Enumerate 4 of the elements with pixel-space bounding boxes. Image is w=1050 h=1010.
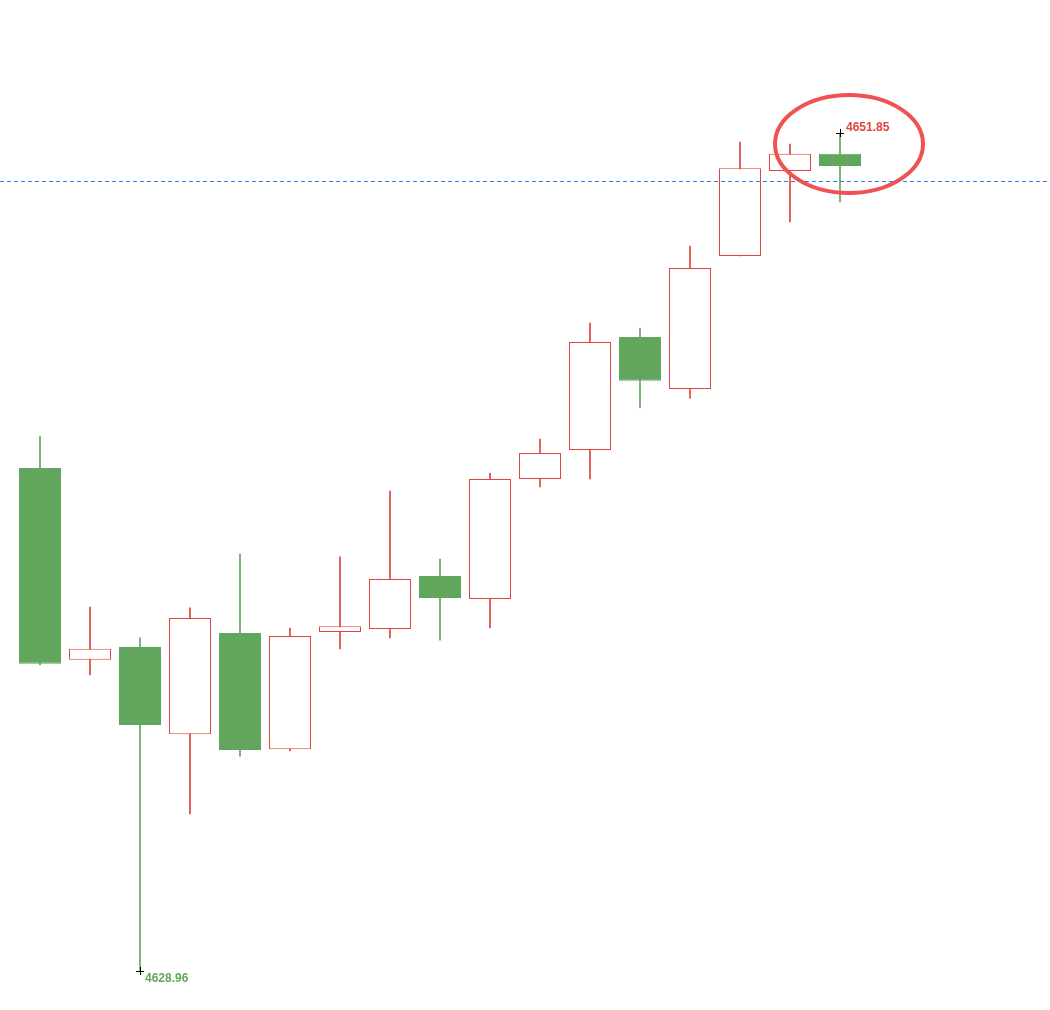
annotation: 4628.96 bbox=[145, 971, 189, 986]
annotation: 4651.85 bbox=[846, 120, 890, 134]
candlestick bbox=[319, 556, 361, 650]
candlestick bbox=[69, 606, 111, 676]
